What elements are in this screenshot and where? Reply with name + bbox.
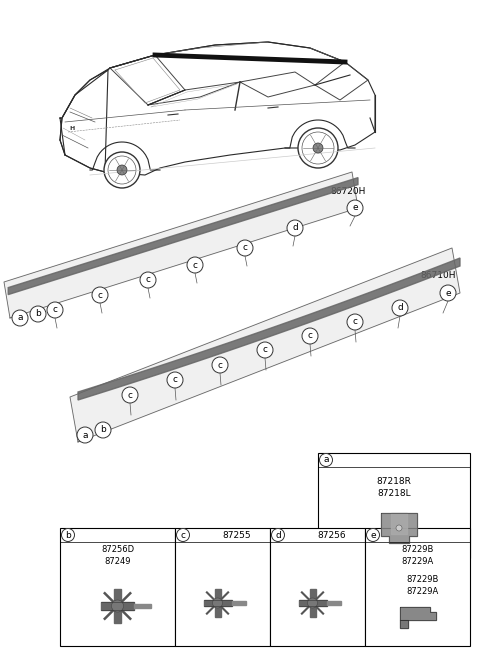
Polygon shape bbox=[101, 602, 134, 610]
Text: a: a bbox=[17, 313, 23, 323]
Text: c: c bbox=[97, 290, 103, 300]
Circle shape bbox=[92, 287, 108, 303]
Circle shape bbox=[213, 598, 223, 608]
Polygon shape bbox=[399, 620, 408, 628]
Circle shape bbox=[108, 156, 136, 184]
FancyBboxPatch shape bbox=[270, 528, 365, 646]
Text: b: b bbox=[65, 530, 71, 539]
Circle shape bbox=[367, 528, 380, 541]
Polygon shape bbox=[399, 607, 435, 620]
Circle shape bbox=[111, 600, 123, 612]
Polygon shape bbox=[114, 589, 121, 623]
Circle shape bbox=[396, 525, 402, 531]
Circle shape bbox=[347, 200, 363, 216]
Circle shape bbox=[95, 422, 111, 438]
Circle shape bbox=[308, 598, 317, 608]
FancyBboxPatch shape bbox=[365, 528, 470, 646]
Circle shape bbox=[313, 143, 323, 153]
Text: c: c bbox=[217, 361, 223, 369]
FancyBboxPatch shape bbox=[318, 453, 470, 558]
Circle shape bbox=[61, 528, 74, 541]
Text: d: d bbox=[397, 304, 403, 313]
Text: c: c bbox=[180, 530, 185, 539]
Text: 87256D: 87256D bbox=[101, 545, 134, 555]
Circle shape bbox=[237, 240, 253, 256]
Text: 87256: 87256 bbox=[317, 530, 346, 539]
Polygon shape bbox=[326, 601, 340, 605]
Text: e: e bbox=[352, 204, 358, 212]
FancyBboxPatch shape bbox=[60, 528, 175, 646]
Text: 87229A: 87229A bbox=[401, 556, 433, 566]
Circle shape bbox=[347, 314, 363, 330]
Text: d: d bbox=[292, 223, 298, 233]
Text: d: d bbox=[275, 530, 281, 539]
Text: H: H bbox=[70, 125, 74, 131]
Polygon shape bbox=[4, 172, 358, 318]
Polygon shape bbox=[391, 513, 407, 534]
Circle shape bbox=[187, 257, 203, 273]
Text: a: a bbox=[82, 430, 88, 440]
Polygon shape bbox=[381, 513, 417, 543]
Text: 87249: 87249 bbox=[104, 556, 131, 566]
Text: 87229B: 87229B bbox=[406, 576, 439, 585]
Circle shape bbox=[302, 328, 318, 344]
Text: e: e bbox=[370, 530, 376, 539]
Polygon shape bbox=[70, 248, 460, 442]
Polygon shape bbox=[134, 604, 151, 608]
Text: 86710H: 86710H bbox=[420, 271, 456, 280]
Circle shape bbox=[287, 220, 303, 236]
Text: 86720H: 86720H bbox=[330, 187, 365, 196]
Text: c: c bbox=[308, 332, 312, 340]
Circle shape bbox=[122, 387, 138, 403]
Text: c: c bbox=[263, 346, 267, 355]
Circle shape bbox=[212, 357, 228, 373]
Circle shape bbox=[104, 152, 140, 188]
Text: c: c bbox=[145, 275, 151, 284]
Circle shape bbox=[77, 427, 93, 443]
Text: 87229B: 87229B bbox=[401, 545, 434, 555]
Polygon shape bbox=[204, 600, 231, 606]
Text: c: c bbox=[128, 390, 132, 399]
Circle shape bbox=[257, 342, 273, 358]
Circle shape bbox=[167, 372, 183, 388]
Circle shape bbox=[12, 310, 28, 326]
Text: b: b bbox=[100, 426, 106, 434]
Text: 87218L: 87218L bbox=[377, 489, 411, 497]
Text: e: e bbox=[445, 288, 451, 298]
Text: 87229A: 87229A bbox=[407, 587, 439, 595]
Circle shape bbox=[177, 528, 190, 541]
Text: b: b bbox=[35, 309, 41, 319]
Circle shape bbox=[440, 285, 456, 301]
Circle shape bbox=[320, 453, 333, 466]
Polygon shape bbox=[215, 589, 220, 617]
FancyBboxPatch shape bbox=[175, 528, 270, 646]
Text: c: c bbox=[352, 317, 358, 327]
Polygon shape bbox=[310, 589, 315, 617]
Text: a: a bbox=[323, 455, 329, 464]
Polygon shape bbox=[231, 601, 245, 605]
Circle shape bbox=[272, 528, 285, 541]
Circle shape bbox=[117, 165, 127, 175]
Polygon shape bbox=[299, 600, 326, 606]
Text: c: c bbox=[192, 260, 197, 269]
Circle shape bbox=[47, 302, 63, 318]
Circle shape bbox=[392, 300, 408, 316]
Polygon shape bbox=[8, 177, 358, 294]
Text: c: c bbox=[242, 244, 248, 252]
Text: c: c bbox=[172, 376, 178, 384]
Circle shape bbox=[298, 128, 338, 168]
Circle shape bbox=[140, 272, 156, 288]
Text: c: c bbox=[52, 306, 58, 315]
Circle shape bbox=[30, 306, 46, 322]
Text: 87218R: 87218R bbox=[377, 476, 411, 486]
Polygon shape bbox=[78, 258, 460, 400]
Circle shape bbox=[302, 132, 334, 164]
Text: 87255: 87255 bbox=[222, 530, 251, 539]
